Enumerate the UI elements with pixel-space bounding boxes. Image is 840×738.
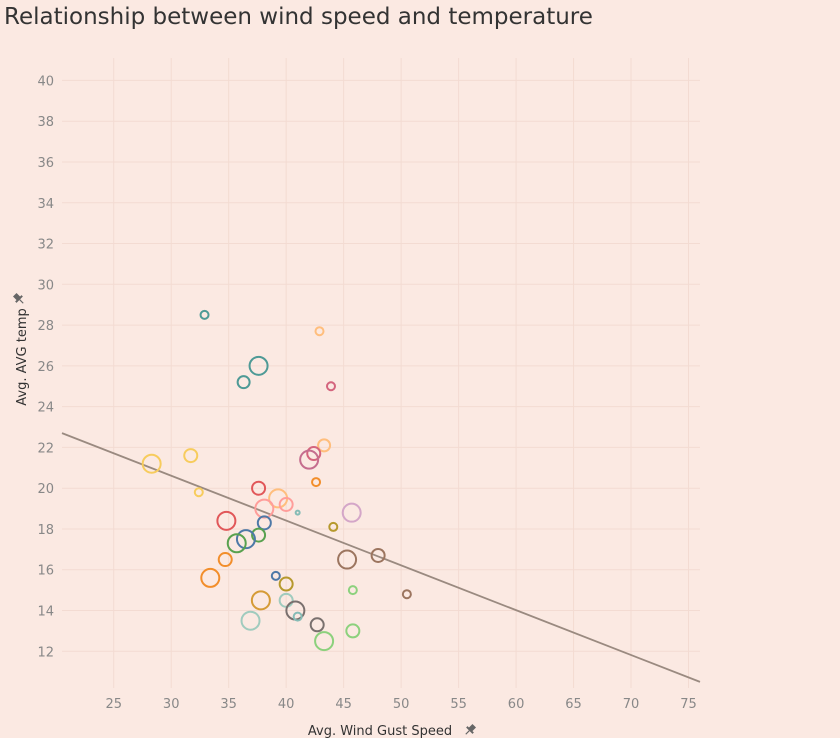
x-tick-label-7: 60	[508, 697, 525, 712]
data-point-10[interactable]	[311, 477, 322, 488]
x-tick-label-1: 30	[163, 697, 180, 712]
data-point-28[interactable]	[200, 567, 221, 588]
data-point-35[interactable]	[292, 611, 303, 622]
data-point-1[interactable]	[314, 326, 325, 337]
data-point-8[interactable]	[183, 448, 199, 464]
y-tick-label-2: 16	[37, 564, 54, 579]
data-point-26[interactable]	[217, 552, 233, 568]
data-point-23[interactable]	[226, 533, 247, 554]
x-tick-label-6: 55	[450, 697, 467, 712]
data-point-38[interactable]	[345, 623, 361, 639]
data-point-27[interactable]	[270, 570, 281, 581]
data-point-16[interactable]	[294, 509, 301, 516]
y-axis-pin-icon[interactable]	[12, 292, 27, 307]
y-tick-label-7: 26	[37, 360, 54, 375]
y-tick-label-0: 12	[37, 645, 54, 660]
data-point-11[interactable]	[251, 480, 267, 496]
data-point-29[interactable]	[278, 576, 294, 592]
data-point-6[interactable]	[306, 446, 322, 462]
data-point-25[interactable]	[337, 549, 358, 570]
data-point-4[interactable]	[325, 381, 336, 392]
y-tick-label-12: 36	[37, 156, 54, 171]
data-point-7[interactable]	[299, 449, 320, 470]
y-tick-label-10: 32	[37, 238, 54, 253]
trend-line-layer	[61, 432, 701, 683]
x-tick-label-0: 25	[105, 697, 122, 712]
data-point-21[interactable]	[251, 527, 267, 543]
x-tick-label-2: 35	[220, 697, 237, 712]
x-axis-ticks: 25 30 35 40 45 50 55 60 65 70 75	[105, 697, 696, 712]
x-tick-label-4: 45	[335, 697, 352, 712]
data-point-19[interactable]	[256, 515, 272, 531]
data-point-37[interactable]	[309, 617, 325, 633]
x-tick-label-10: 75	[680, 697, 697, 712]
data-points	[141, 309, 412, 652]
y-tick-label-14: 40	[37, 74, 54, 89]
data-point-32[interactable]	[250, 590, 271, 611]
data-point-2[interactable]	[248, 355, 269, 376]
chart-title: Relationship between wind speed and temp…	[4, 4, 593, 30]
data-point-15[interactable]	[278, 497, 294, 513]
y-tick-label-1: 14	[37, 605, 54, 620]
data-point-0[interactable]	[199, 309, 210, 320]
data-point-3[interactable]	[236, 375, 251, 390]
y-tick-label-4: 20	[37, 482, 54, 497]
data-point-22[interactable]	[235, 529, 256, 550]
y-tick-label-11: 34	[37, 197, 54, 212]
data-point-12[interactable]	[193, 487, 204, 498]
y-tick-label-3: 18	[37, 523, 54, 538]
data-point-14[interactable]	[254, 498, 275, 519]
data-point-31[interactable]	[401, 589, 412, 600]
data-point-20[interactable]	[328, 521, 339, 532]
trend-line	[61, 432, 701, 683]
data-point-5[interactable]	[317, 438, 332, 453]
data-point-17[interactable]	[341, 502, 362, 523]
x-tick-label-5: 50	[393, 697, 410, 712]
data-point-39[interactable]	[314, 631, 335, 652]
y-tick-label-13: 38	[37, 115, 54, 130]
x-tick-label-3: 40	[278, 697, 295, 712]
grid-lines	[62, 58, 700, 688]
x-tick-label-8: 65	[565, 697, 582, 712]
y-axis-ticks: 12 14 16 18 20 22 24 26 28 30 32 34 36 38 40	[37, 74, 54, 660]
x-axis-title: Avg. Wind Gust Speed	[308, 724, 452, 738]
x-axis-pin-icon[interactable]	[463, 723, 478, 738]
y-axis-title: Avg. AVG temp	[15, 308, 30, 406]
data-point-30[interactable]	[347, 585, 358, 596]
data-point-18[interactable]	[216, 510, 237, 531]
x-tick-label-9: 70	[623, 697, 640, 712]
y-tick-label-5: 22	[37, 441, 54, 456]
data-point-36[interactable]	[240, 610, 261, 631]
y-tick-label-8: 28	[37, 319, 54, 334]
y-tick-label-9: 30	[37, 278, 54, 293]
data-point-24[interactable]	[370, 547, 386, 563]
y-tick-label-6: 24	[37, 401, 54, 416]
data-point-9[interactable]	[141, 453, 162, 474]
